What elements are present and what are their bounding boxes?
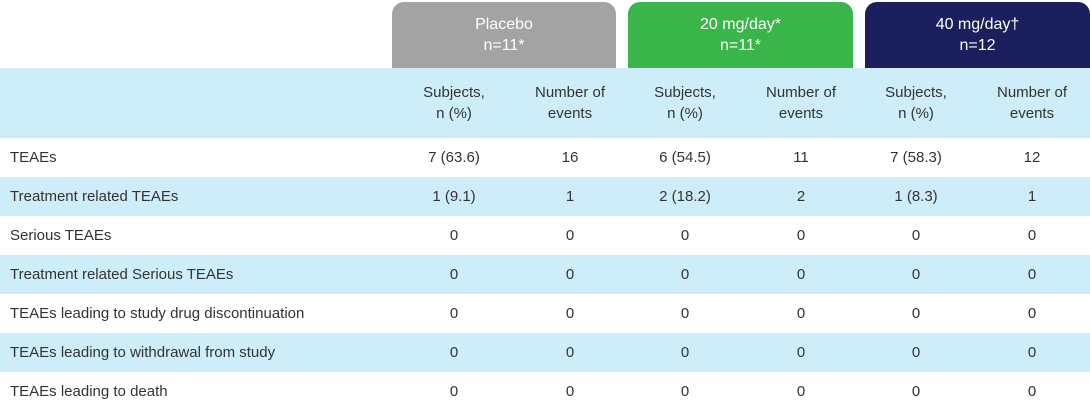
cell-value: 7 (58.3) <box>890 149 942 166</box>
group-header-40mg: 40 mg/day† n=12 <box>865 2 1090 68</box>
column-header-row: Subjects, n (%) Number of events Subject… <box>0 68 1090 138</box>
cell-value: 7 (63.6) <box>428 149 480 166</box>
column-header-subjects: Subjects, n (%) <box>885 84 947 122</box>
cell-value: 0 <box>449 266 459 283</box>
table-row: TEAEs leading to withdrawal from study 0… <box>0 333 1090 372</box>
column-header-events: Number of events <box>996 84 1068 122</box>
cell-value: 0 <box>680 344 690 361</box>
cell-value: 0 <box>796 227 806 244</box>
cell-value: 0 <box>1027 227 1037 244</box>
cell-value: 0 <box>1027 383 1037 400</box>
cell-value: 0 <box>911 344 921 361</box>
group-n: n=11* <box>483 37 525 54</box>
group-header-20mg: 20 mg/day* n=11* <box>628 2 853 68</box>
cell-value: 6 (54.5) <box>659 149 711 166</box>
cell-value: 0 <box>911 305 921 322</box>
group-name: 40 mg/day† <box>935 16 1020 33</box>
table-row: TEAEs leading to death 0 0 0 0 0 0 <box>0 372 1090 411</box>
cell-value: 0 <box>565 227 575 244</box>
row-label: TEAEs leading to withdrawal from study <box>10 344 276 361</box>
column-header-events: Number of events <box>765 84 837 122</box>
cell-value: 0 <box>1027 266 1037 283</box>
cell-value: 2 (18.2) <box>659 188 711 205</box>
cell-value: 1 <box>565 188 575 205</box>
cell-value: 0 <box>565 305 575 322</box>
row-label: TEAEs leading to death <box>10 383 168 400</box>
row-label: Treatment related Serious TEAEs <box>10 266 234 283</box>
column-header-events: Number of events <box>534 84 606 122</box>
cell-value: 0 <box>796 383 806 400</box>
cell-value: 0 <box>796 305 806 322</box>
cell-value: 0 <box>1027 344 1037 361</box>
cell-value: 0 <box>680 266 690 283</box>
group-header-placebo: Placebo n=11* <box>392 2 616 68</box>
row-label: Serious TEAEs <box>10 227 112 244</box>
cell-value: 16 <box>561 149 579 166</box>
cell-value: 0 <box>911 266 921 283</box>
group-n: n=11* <box>719 37 762 54</box>
table-row: Treatment related Serious TEAEs 0 0 0 0 … <box>0 255 1090 294</box>
cell-value: 1 (8.3) <box>894 188 938 205</box>
group-name: 20 mg/day* <box>700 16 781 33</box>
row-label: Treatment related TEAEs <box>10 188 179 205</box>
cell-value: 0 <box>680 383 690 400</box>
cell-value: 0 <box>565 344 575 361</box>
cell-value: 0 <box>680 227 690 244</box>
column-header-subjects: Subjects, n (%) <box>423 84 485 122</box>
table-row: TEAEs 7 (63.6) 16 6 (54.5) 11 7 (58.3) 1… <box>0 138 1090 177</box>
cell-value: 0 <box>911 383 921 400</box>
cell-value: 11 <box>793 149 809 166</box>
cell-value: 0 <box>449 227 459 244</box>
row-label: TEAEs <box>10 149 57 166</box>
cell-value: 2 <box>796 188 806 205</box>
cell-value: 0 <box>1027 305 1037 322</box>
cell-value: 0 <box>680 305 690 322</box>
column-header-subjects: Subjects, n (%) <box>654 84 716 122</box>
cell-value: 0 <box>449 383 459 400</box>
cell-value: 0 <box>565 266 575 283</box>
row-label: TEAEs leading to study drug discontinuat… <box>10 305 305 322</box>
cell-value: 0 <box>449 344 459 361</box>
group-name: Placebo <box>475 16 533 33</box>
cell-value: 1 <box>1027 188 1037 205</box>
cell-value: 0 <box>911 227 921 244</box>
table-row: TEAEs leading to study drug discontinuat… <box>0 294 1090 333</box>
group-n: n=12 <box>959 37 996 54</box>
cell-value: 0 <box>796 344 806 361</box>
table-row: Treatment related TEAEs 1 (9.1) 1 2 (18.… <box>0 177 1090 216</box>
cell-value: 12 <box>1023 149 1041 166</box>
cell-value: 1 (9.1) <box>432 188 476 205</box>
table-row: Serious TEAEs 0 0 0 0 0 0 <box>0 216 1090 255</box>
cell-value: 0 <box>449 305 459 322</box>
cell-value: 0 <box>565 383 575 400</box>
group-header-row: Placebo n=11* 20 mg/day* n=11* 40 mg/day… <box>0 0 1090 68</box>
cell-value: 0 <box>796 266 806 283</box>
